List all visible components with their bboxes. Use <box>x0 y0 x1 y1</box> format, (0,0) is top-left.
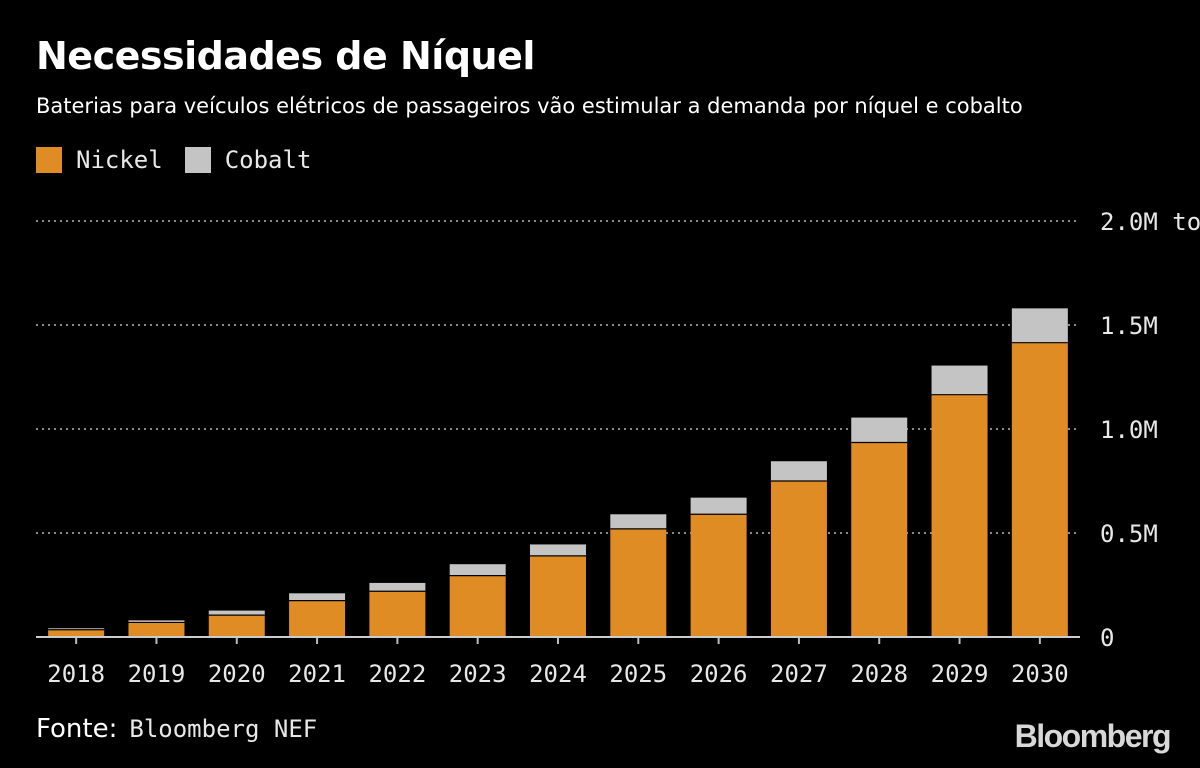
chart-title: Necessidades de Níquel <box>36 34 535 78</box>
bar-nickel-2027 <box>770 481 827 637</box>
legend-item-nickel: Nickel <box>36 146 163 174</box>
bar-nickel-2028 <box>851 442 908 637</box>
bar-cobalt-2030 <box>1011 308 1068 343</box>
x-tick-label: 2021 <box>288 660 346 688</box>
y-tick-label: 1.5M <box>1100 312 1158 340</box>
bar-cobalt-2026 <box>690 497 747 515</box>
x-tick-label: 2022 <box>368 660 426 688</box>
legend: Nickel Cobalt <box>36 146 333 174</box>
x-tick-label: 2028 <box>850 660 908 688</box>
bar-nickel-2019 <box>128 622 185 637</box>
x-tick-label: 2025 <box>609 660 667 688</box>
bar-cobalt-2019 <box>128 620 185 623</box>
legend-label-nickel: Nickel <box>76 146 163 174</box>
bar-cobalt-2023 <box>449 564 506 576</box>
legend-item-cobalt: Cobalt <box>184 146 312 174</box>
legend-swatch-nickel <box>36 147 62 173</box>
x-tick-label: 2019 <box>128 660 186 688</box>
bar-cobalt-2022 <box>369 582 426 592</box>
source-label: Fonte: <box>36 714 118 744</box>
y-tick-label: 1.0M <box>1100 416 1158 444</box>
chart-subtitle: Baterias para veículos elétricos de pass… <box>36 94 1023 118</box>
x-tick-label: 2023 <box>449 660 507 688</box>
y-tick-label: 0 <box>1100 624 1114 652</box>
bar-nickel-2029 <box>931 394 988 637</box>
legend-swatch-cobalt <box>184 147 211 173</box>
x-tick-label: 2018 <box>47 660 105 688</box>
source-text: Bloomberg NEF <box>129 715 318 743</box>
bar-nickel-2024 <box>530 555 586 637</box>
grid-lines <box>36 220 1080 534</box>
bar-cobalt-2028 <box>851 417 908 443</box>
bar-nickel-2018 <box>48 629 105 637</box>
x-tick-label: 2030 <box>1011 660 1069 688</box>
bar-cobalt-2029 <box>931 365 988 395</box>
x-tick-label: 2027 <box>770 660 828 688</box>
bar-cobalt-2018 <box>48 628 105 630</box>
x-tick-label: 2024 <box>529 660 587 688</box>
bar-nickel-2020 <box>208 615 265 637</box>
bloomberg-logo: Bloomberg <box>1014 718 1172 754</box>
bar-nickel-2030 <box>1011 342 1068 637</box>
bar-nickel-2026 <box>690 514 747 637</box>
y-tick-label: 0.5M <box>1100 520 1158 548</box>
bar-nickel-2021 <box>289 600 346 637</box>
bar-cobalt-2027 <box>770 461 827 481</box>
bar-cobalt-2025 <box>610 514 667 529</box>
axes: 0 0.5M 1.0M 1.5M 2.0M tons 2018 2019 2020 2021 20… <box>36 208 1200 688</box>
x-tick-label: 2020 <box>208 660 266 688</box>
y-tick-label: 2.0M tons <box>1100 208 1200 236</box>
bar-nickel-2025 <box>610 528 667 637</box>
bars <box>48 308 1068 637</box>
bar-nickel-2022 <box>369 591 426 637</box>
bar-nickel-2023 <box>449 575 506 637</box>
x-tick-label: 2026 <box>690 660 748 688</box>
bar-cobalt-2021 <box>289 593 346 601</box>
bar-cobalt-2024 <box>530 544 586 556</box>
source-note: Fonte: Bloomberg NEF <box>36 714 317 744</box>
legend-label-cobalt: Cobalt <box>224 146 312 174</box>
x-tick-label: 2029 <box>931 660 989 688</box>
bar-cobalt-2020 <box>208 610 265 616</box>
